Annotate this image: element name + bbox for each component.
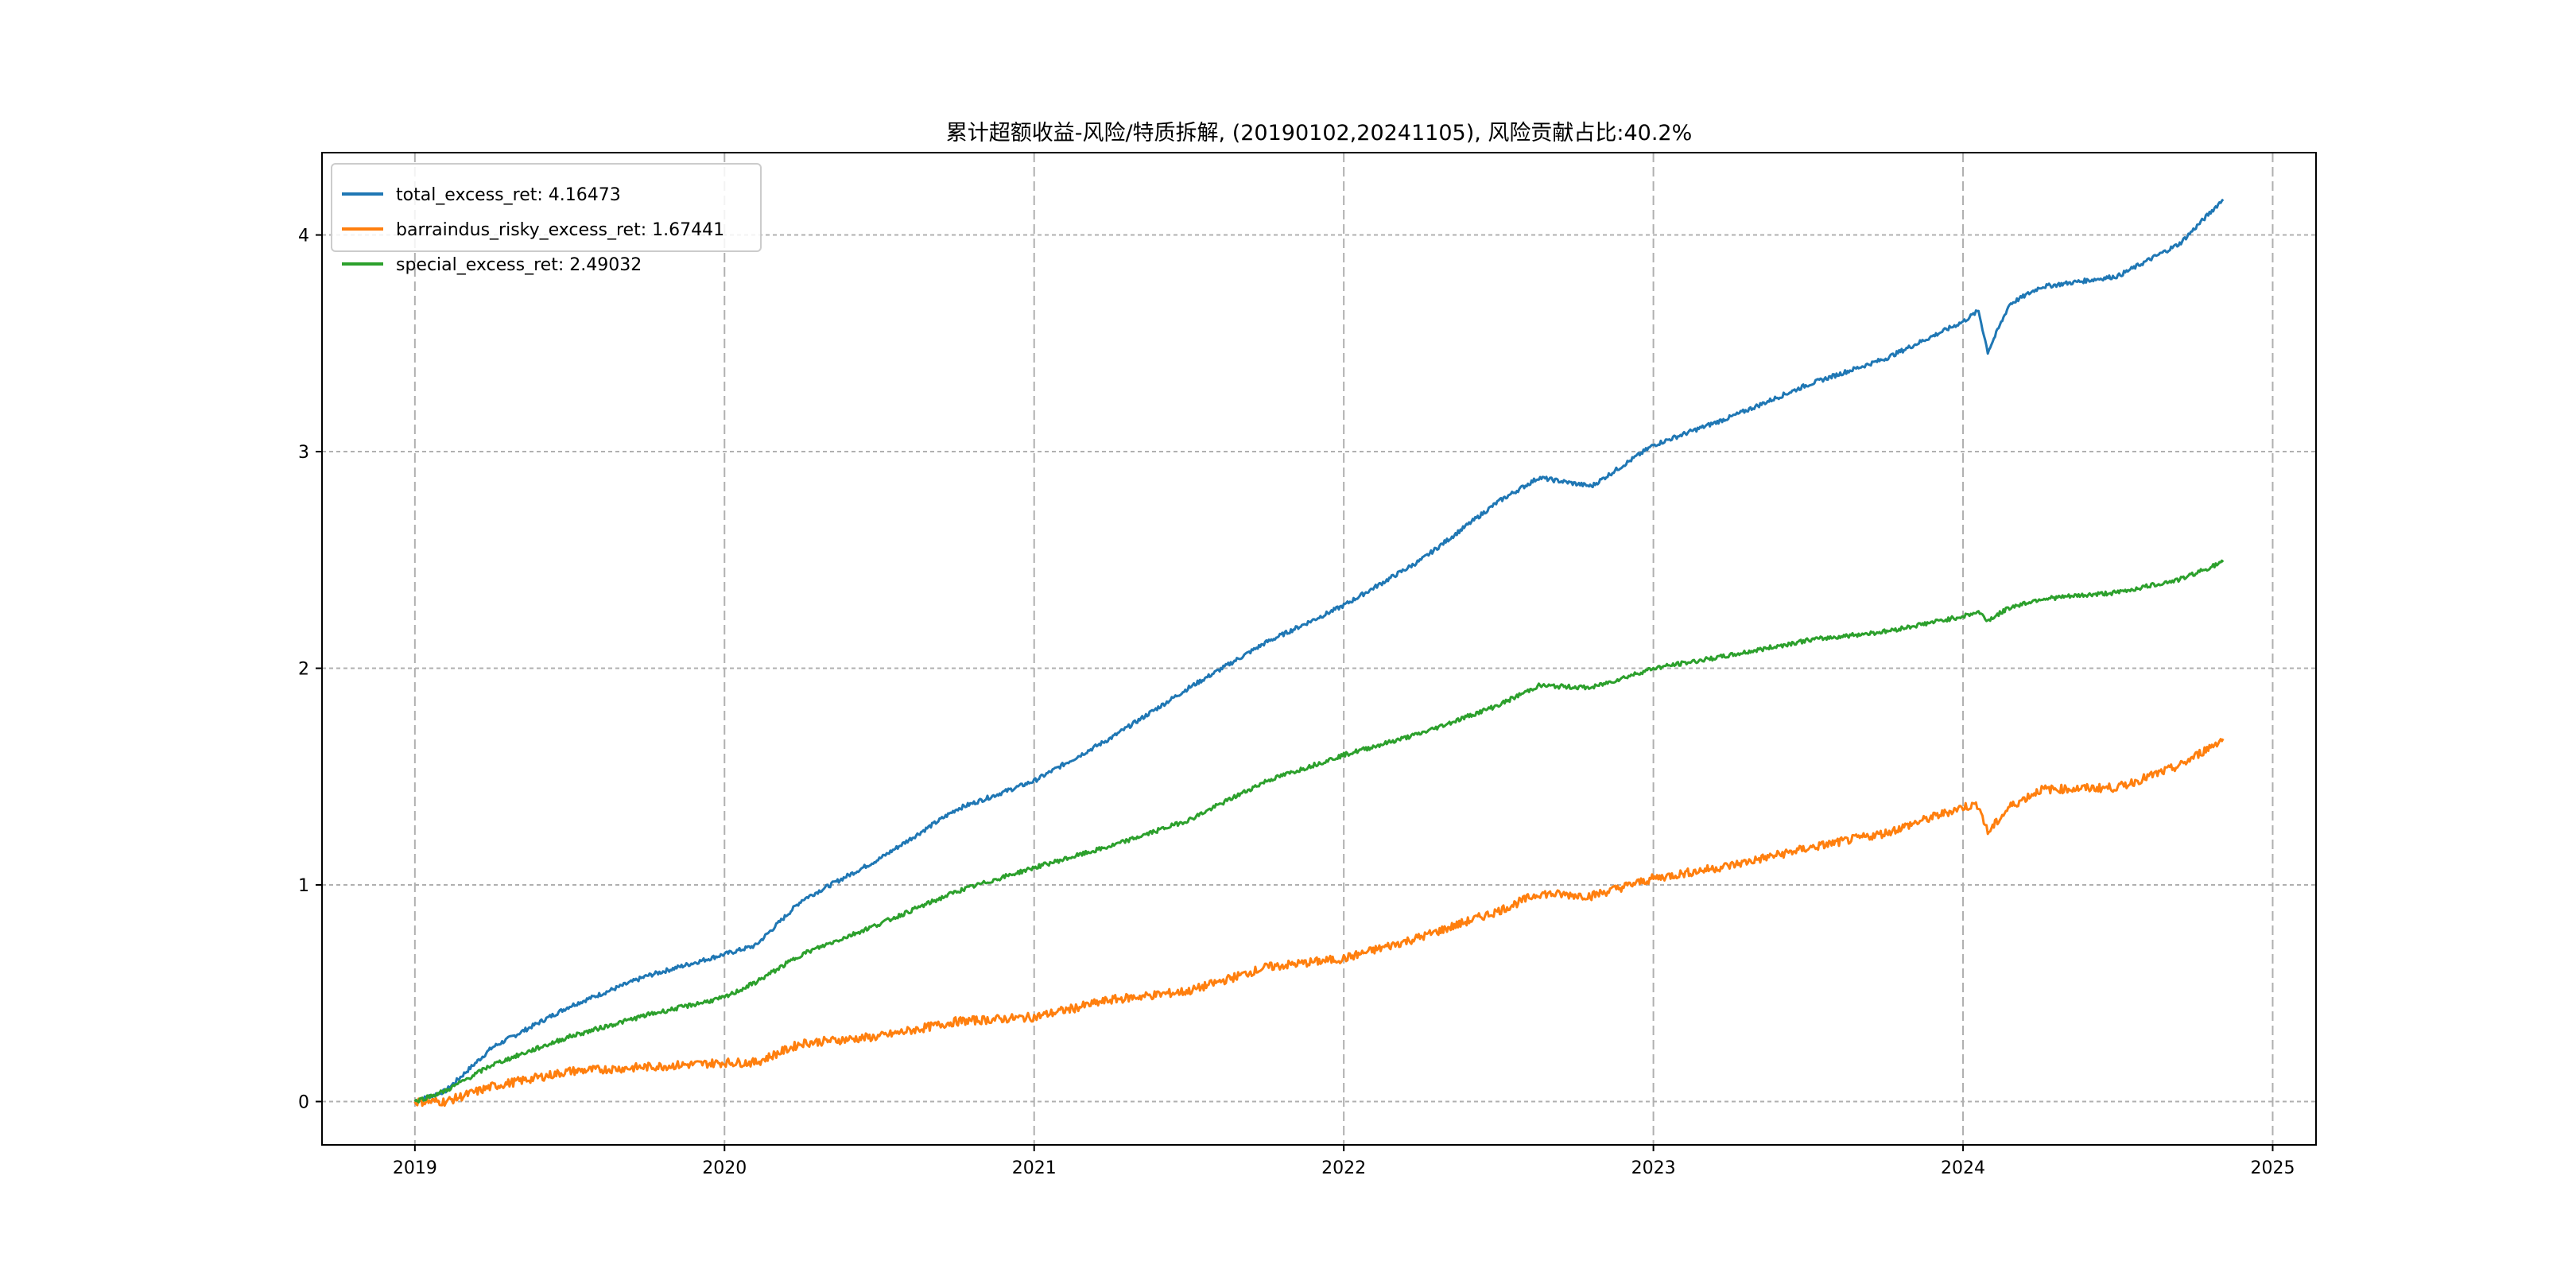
- series-lines: [413, 198, 2225, 1108]
- legend-label: total_excess_ret: 4.16473: [396, 185, 621, 205]
- x-tick-label: 2022: [1321, 1158, 1366, 1178]
- y-tick-label: 4: [298, 227, 309, 246]
- y-tick-label: 3: [298, 443, 309, 463]
- y-tick-label: 1: [298, 876, 309, 896]
- legend-box: [331, 163, 762, 252]
- series-line-total_excess_ret: [414, 198, 2225, 1104]
- x-tick-label: 2025: [2250, 1158, 2295, 1178]
- legend: total_excess_ret: 4.16473 barraindus_risk…: [331, 163, 762, 275]
- x-tick-label: 2020: [702, 1158, 747, 1178]
- plot-frame: [321, 152, 2317, 1146]
- legend-label: special_excess_ret: 2.49032: [396, 255, 642, 275]
- x-tick-label: 2023: [1631, 1158, 1676, 1178]
- x-tick-label: 2024: [1941, 1158, 1985, 1178]
- legend-label: barraindus_risky_excess_ret: 1.67441: [396, 220, 724, 240]
- chart-title: 累计超额收益-风险/特质拆解, (20190102,20241105), 风险贡…: [946, 121, 1693, 145]
- y-tick-label: 2: [298, 660, 309, 680]
- series-line-special_excess_ret: [413, 559, 2225, 1104]
- x-tick-label: 2019: [393, 1158, 437, 1178]
- y-tick-label: 0: [298, 1093, 309, 1113]
- x-tick-label: 2021: [1012, 1158, 1057, 1178]
- axis-ticks: 2019 2020 2021 2022 2023 2024 2025 0 1 2 3 4: [298, 227, 2295, 1178]
- series-line-barraindus_risky_excess_ret: [413, 738, 2225, 1108]
